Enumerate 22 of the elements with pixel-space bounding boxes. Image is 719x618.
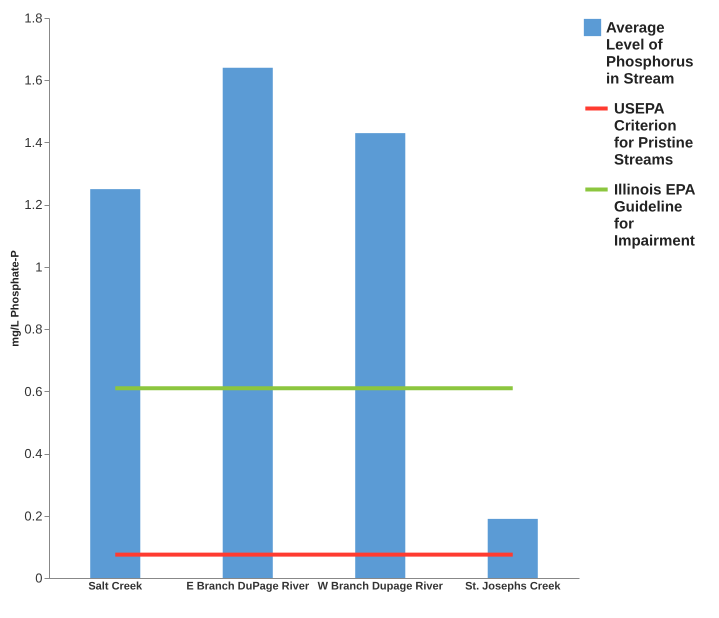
y-tick-label: 0.8: [24, 322, 42, 337]
bar: [488, 518, 538, 578]
y-tick-label: 0.4: [24, 446, 42, 462]
bar: [90, 189, 140, 578]
y-axis-title: mg/L Phosphate-P: [9, 250, 22, 347]
y-tick-label: 0: [35, 570, 42, 586]
y-tick-label: 1.2: [24, 197, 42, 212]
y-tick-label: 1: [35, 259, 42, 274]
legend-label: Average Level of Phosphorus in Stream: [606, 20, 694, 88]
x-tick-label: Salt Creek: [88, 580, 144, 592]
y-tick-label: 1.8: [24, 10, 42, 26]
bar: [222, 68, 273, 578]
x-tick-label: St. Josephs Creek: [465, 580, 562, 592]
y-tick-label: 1.4: [24, 134, 42, 150]
x-tick-label: W Branch Dupage River: [318, 580, 444, 592]
bar: [355, 133, 406, 578]
legend-label: Illinois EPA Guideline for Impairment: [614, 182, 696, 250]
y-tick-label: 1.6: [24, 72, 42, 88]
legend-label: USEPA Criterion for Pristine Streams: [614, 100, 694, 168]
y-tick-label: 0.2: [24, 508, 42, 524]
y-tick-label: 0.6: [24, 384, 42, 399]
x-tick-label: E Branch DuPage River: [186, 580, 310, 592]
